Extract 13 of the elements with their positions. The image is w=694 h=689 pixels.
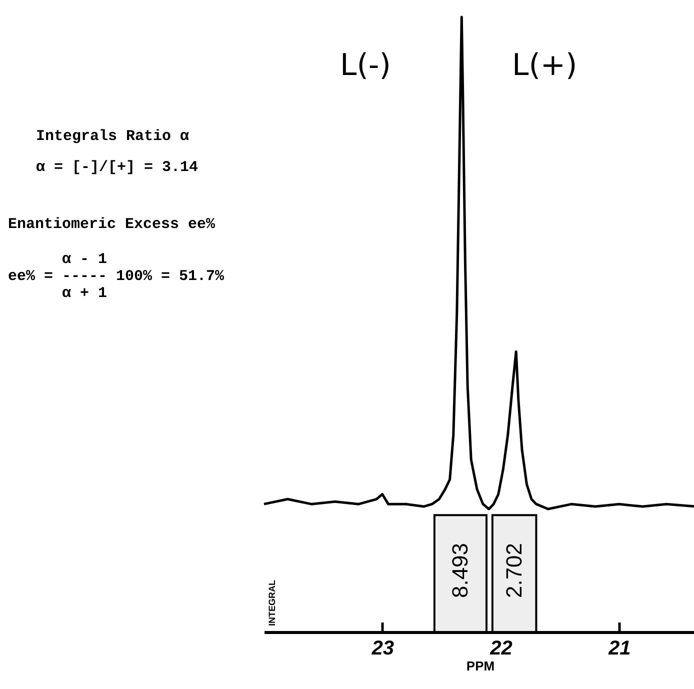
band-label: 8.493	[447, 542, 472, 598]
y-axis-title: INTEGRAL	[267, 580, 277, 626]
annotation: L(-)	[340, 48, 391, 83]
text: α - 1 ee% = ----- 100% = 51.7% α + 1	[8, 251, 224, 302]
text: Enantiomeric Excess ee%	[8, 216, 216, 233]
text: Integrals Ratio α	[36, 128, 190, 145]
text: α = [-]/[+] = 3.14	[36, 159, 200, 176]
x-tick-label: 22	[489, 638, 512, 660]
x-tick-label: 21	[607, 638, 631, 660]
band-label: 2.702	[501, 542, 526, 598]
annotation: L(+)	[512, 48, 578, 83]
x-axis-title: PPM	[466, 658, 495, 674]
x-tick-label: 23	[370, 638, 394, 660]
